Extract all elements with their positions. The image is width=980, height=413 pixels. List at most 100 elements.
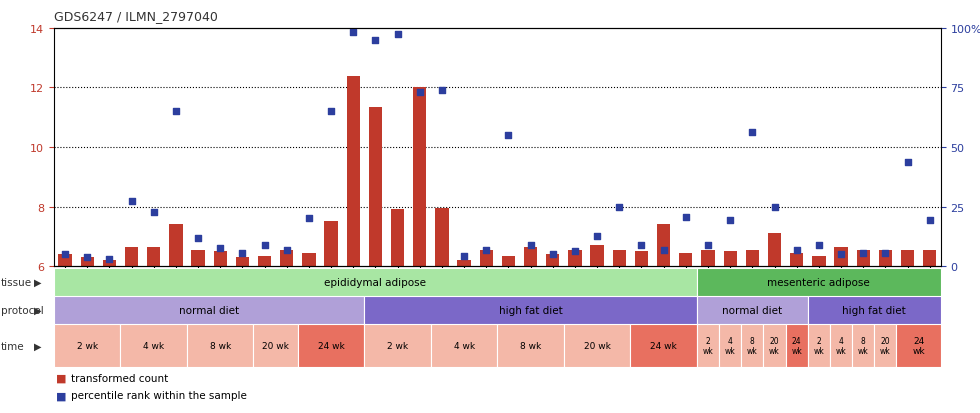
Bar: [630, 324, 697, 368]
Bar: [414, 88, 426, 266]
Text: 24 wk: 24 wk: [318, 342, 344, 350]
Bar: [612, 250, 626, 266]
Bar: [502, 256, 515, 266]
Text: 2
wk: 2 wk: [703, 336, 713, 356]
Text: 2 wk: 2 wk: [76, 342, 98, 350]
Bar: [365, 296, 697, 324]
Point: [745, 130, 760, 136]
Text: 20 wk: 20 wk: [263, 342, 289, 350]
Bar: [458, 261, 470, 266]
Text: 24
wk: 24 wk: [912, 336, 925, 356]
Text: normal diet: normal diet: [179, 305, 239, 315]
Bar: [121, 324, 187, 368]
Point: [589, 233, 605, 240]
Bar: [54, 296, 365, 324]
Text: tissue: tissue: [1, 277, 32, 287]
Bar: [697, 268, 941, 296]
Point: [700, 242, 715, 249]
Bar: [723, 252, 737, 266]
Bar: [812, 256, 825, 266]
Text: high fat diet: high fat diet: [843, 305, 906, 315]
Bar: [59, 254, 72, 266]
Bar: [191, 250, 205, 266]
Point: [833, 251, 849, 258]
Bar: [124, 247, 138, 266]
Point: [522, 242, 538, 249]
Bar: [391, 210, 404, 266]
Point: [678, 214, 694, 221]
Text: ▶: ▶: [34, 277, 42, 287]
Bar: [258, 256, 271, 266]
Bar: [697, 296, 808, 324]
Point: [545, 251, 561, 258]
Bar: [874, 324, 897, 368]
Bar: [857, 250, 870, 266]
Text: 4 wk: 4 wk: [454, 342, 474, 350]
Bar: [679, 253, 693, 266]
Point: [123, 198, 139, 204]
Point: [478, 247, 494, 253]
Bar: [302, 253, 316, 266]
Text: mesenteric adipose: mesenteric adipose: [767, 277, 870, 287]
Point: [612, 204, 627, 210]
Bar: [280, 250, 293, 266]
Bar: [298, 324, 365, 368]
Text: ▶: ▶: [34, 305, 42, 315]
Point: [390, 31, 406, 38]
Bar: [697, 324, 719, 368]
Text: 8 wk: 8 wk: [520, 342, 541, 350]
Bar: [497, 324, 564, 368]
Point: [567, 248, 583, 255]
Bar: [324, 222, 338, 266]
Point: [722, 217, 738, 224]
Point: [856, 250, 871, 256]
Point: [323, 109, 339, 115]
Point: [168, 109, 183, 115]
Point: [190, 235, 206, 242]
Bar: [741, 324, 763, 368]
Point: [412, 90, 427, 96]
Text: 20
wk: 20 wk: [880, 336, 891, 356]
Text: 8
wk: 8 wk: [858, 336, 868, 356]
Text: high fat diet: high fat diet: [499, 305, 563, 315]
Text: transformed count: transformed count: [71, 373, 168, 383]
Point: [345, 30, 361, 37]
Point: [877, 250, 893, 256]
Bar: [254, 324, 298, 368]
Bar: [54, 324, 121, 368]
Bar: [564, 324, 630, 368]
Text: ■: ■: [56, 390, 67, 400]
Bar: [568, 250, 581, 266]
Text: 24
wk: 24 wk: [791, 336, 802, 356]
Bar: [54, 268, 697, 296]
Bar: [236, 257, 249, 266]
Point: [279, 247, 295, 253]
Text: GDS6247 / ILMN_2797040: GDS6247 / ILMN_2797040: [54, 10, 218, 23]
Text: 2
wk: 2 wk: [813, 336, 824, 356]
Point: [234, 250, 250, 256]
Point: [457, 253, 472, 259]
Point: [501, 133, 516, 139]
Bar: [80, 257, 94, 266]
Bar: [790, 253, 804, 266]
Point: [368, 38, 383, 44]
Point: [656, 247, 671, 253]
Bar: [147, 247, 161, 266]
Bar: [897, 324, 941, 368]
Bar: [435, 209, 449, 266]
Text: percentile rank within the sample: percentile rank within the sample: [71, 390, 246, 400]
Text: 4
wk: 4 wk: [725, 336, 736, 356]
Point: [811, 242, 827, 249]
Bar: [368, 107, 382, 266]
Text: time: time: [1, 341, 24, 351]
Text: 4 wk: 4 wk: [143, 342, 165, 350]
Bar: [170, 225, 182, 266]
Bar: [830, 324, 853, 368]
Text: 20 wk: 20 wk: [584, 342, 611, 350]
Point: [634, 242, 650, 249]
Text: epididymal adipose: epididymal adipose: [324, 277, 426, 287]
Bar: [834, 247, 848, 266]
Bar: [546, 254, 560, 266]
Bar: [591, 246, 604, 266]
Text: ■: ■: [56, 373, 67, 383]
